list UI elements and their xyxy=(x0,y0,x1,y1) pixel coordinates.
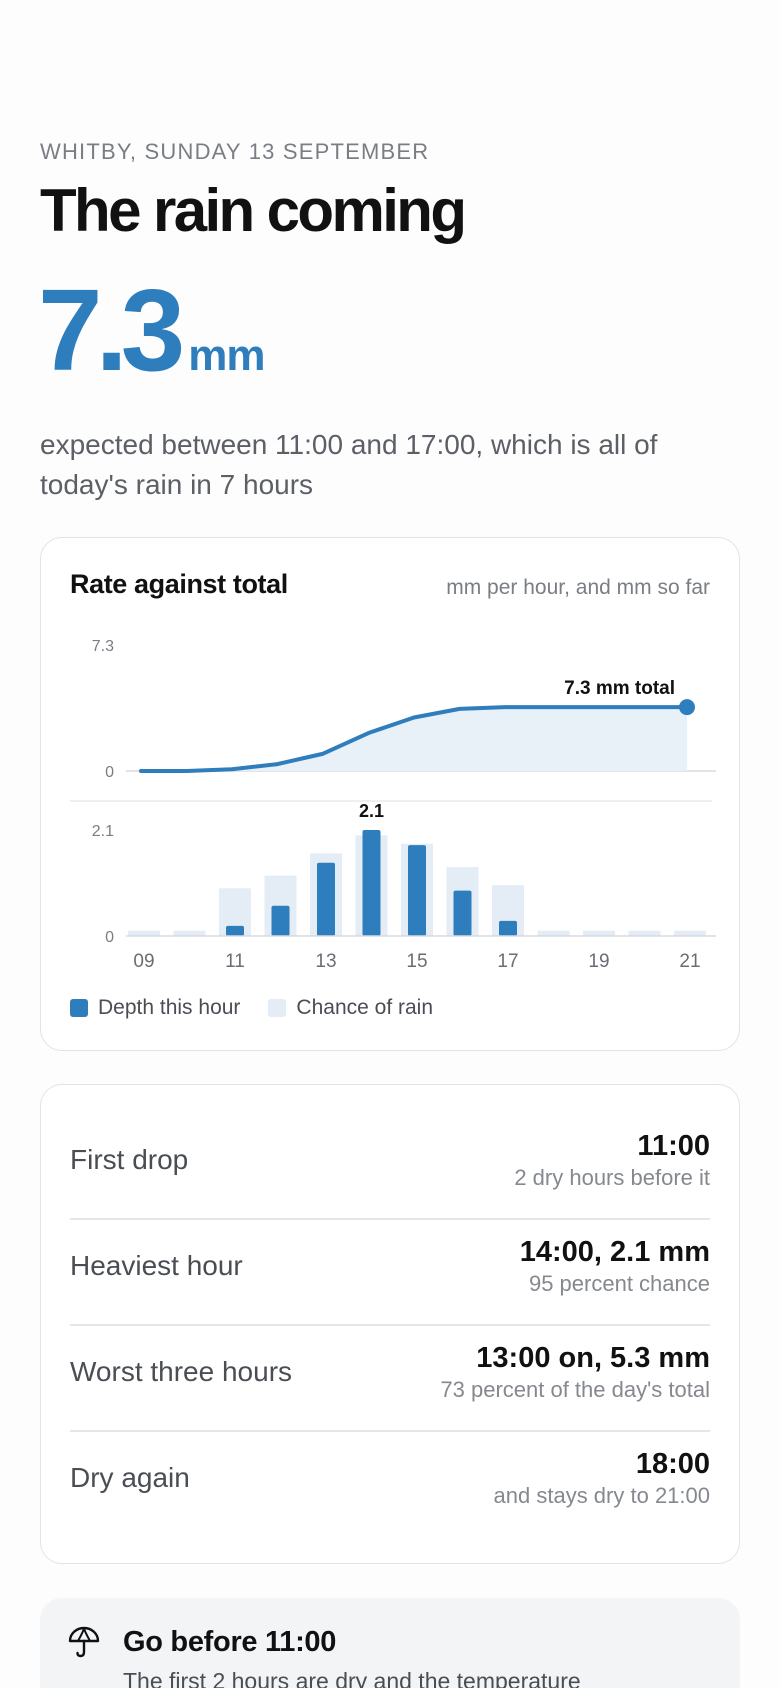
cumulative-end-point xyxy=(679,699,695,716)
legend-label-depth: Depth this hour xyxy=(98,996,241,1019)
chart-legend: Depth this hour Chance of rain xyxy=(70,996,461,1020)
legend-swatch-chance xyxy=(268,999,287,1017)
stat-value-group: 14:00, 2.1 mm 95 percent chance xyxy=(520,1234,710,1298)
stat-label: Worst three hours xyxy=(70,1356,293,1387)
x-tick-label: 11 xyxy=(225,951,245,972)
chance-bar xyxy=(674,930,706,936)
summary-text: expected between 11:00 and 17:00, which … xyxy=(40,429,658,500)
stat-note: 73 percent of the day's total xyxy=(440,1377,710,1402)
stat-label: First drop xyxy=(70,1144,189,1175)
umbrella-icon xyxy=(68,1626,100,1663)
advice-title: Go before 11:00 xyxy=(123,1626,337,1658)
chance-bar xyxy=(537,930,570,936)
total-rain-hero: 7.3 mm xyxy=(38,265,266,395)
stat-label: Heaviest hour xyxy=(70,1250,243,1281)
advice-card: Go before 11:00 The first 2 hours are dr… xyxy=(40,1598,740,1688)
depth-bar xyxy=(271,905,290,936)
stat-divider xyxy=(70,1430,710,1432)
depth-bar xyxy=(499,920,517,936)
stat-value-group: 18:00 and stays dry to 21:00 xyxy=(494,1446,710,1510)
depth-bar xyxy=(408,845,426,936)
rain-chart: 7.3 0 7.3 mm total 2.1 0 2.1 09 11 13 15 17 19 21 xyxy=(70,638,716,972)
location-date-kicker: WHITBY, SUNDAY 13 SEPTEMBER xyxy=(40,139,430,164)
total-rain-unit: mm xyxy=(188,331,265,380)
peak-label: 2.1 xyxy=(359,801,384,821)
stats-card: First drop 11:00 2 dry hours before it H… xyxy=(40,1084,740,1564)
stat-label: Dry again xyxy=(70,1462,190,1493)
chance-bar xyxy=(173,930,206,936)
stat-value: 13:00 on, 5.3 mm xyxy=(476,1342,710,1374)
x-tick-label: 15 xyxy=(406,951,427,972)
stat-note: 95 percent chance xyxy=(528,1271,710,1296)
total-label: 7.3 mm total xyxy=(564,678,675,699)
stat-note: and stays dry to 21:00 xyxy=(493,1483,710,1508)
chance-bar xyxy=(628,930,661,936)
depth-bar xyxy=(362,830,381,936)
cumulative-area xyxy=(141,707,687,771)
stat-row-dry-again: Dry again 18:00 and stays dry to 21:00 xyxy=(70,1425,710,1531)
x-tick-label: 09 xyxy=(133,951,154,972)
legend-item-depth: Depth this hour xyxy=(70,996,240,1020)
stat-row-worst-three-hours: Worst three hours 13:00 on, 5.3 mm 73 pe… xyxy=(70,1319,710,1425)
x-tick-label: 19 xyxy=(588,951,609,972)
stat-note: 2 dry hours before it xyxy=(514,1165,710,1190)
stat-row-heaviest-hour: Heaviest hour 14:00, 2.1 mm 95 percent c… xyxy=(70,1213,710,1319)
x-tick-label: 21 xyxy=(679,951,700,972)
legend-item-chance: Chance of rain xyxy=(268,996,433,1020)
chance-bar xyxy=(128,930,160,936)
chart-title: Rate against total xyxy=(70,569,288,599)
y-tick-label: 7.3 xyxy=(92,638,114,655)
chance-bar xyxy=(583,930,615,936)
stat-value-group: 11:00 2 dry hours before it xyxy=(514,1128,710,1192)
y-tick-label: 0 xyxy=(105,929,114,946)
stat-value: 18:00 xyxy=(635,1448,710,1480)
chart-card: Rate against total mm per hour, and mm s… xyxy=(40,537,740,1051)
stat-value-group: 13:00 on, 5.3 mm 73 percent of the day's… xyxy=(440,1340,710,1404)
stat-divider xyxy=(70,1218,710,1220)
stat-value: 11:00 xyxy=(637,1130,710,1162)
cumulative-line xyxy=(139,705,689,773)
advice-body: The first 2 hours are dry and the temper… xyxy=(123,1668,581,1688)
legend-swatch-depth xyxy=(70,999,88,1017)
depth-bar xyxy=(317,862,335,936)
x-tick-label: 13 xyxy=(315,951,336,972)
stat-divider xyxy=(70,1324,710,1326)
chart-subtitle: mm per hour, and mm so far xyxy=(446,576,710,599)
depth-bar xyxy=(226,925,244,936)
y-tick-label: 0 xyxy=(105,764,114,781)
stat-row-first-drop: First drop 11:00 2 dry hours before it xyxy=(70,1107,710,1213)
page-title: The rain coming xyxy=(40,177,467,244)
stat-value: 14:00, 2.1 mm xyxy=(519,1236,710,1268)
x-tick-label: 17 xyxy=(497,951,518,972)
depth-bar xyxy=(453,890,472,936)
total-rain-value: 7.3 xyxy=(38,265,185,395)
y-tick-label: 2.1 xyxy=(92,823,114,840)
legend-label-chance: Chance of rain xyxy=(296,996,434,1019)
